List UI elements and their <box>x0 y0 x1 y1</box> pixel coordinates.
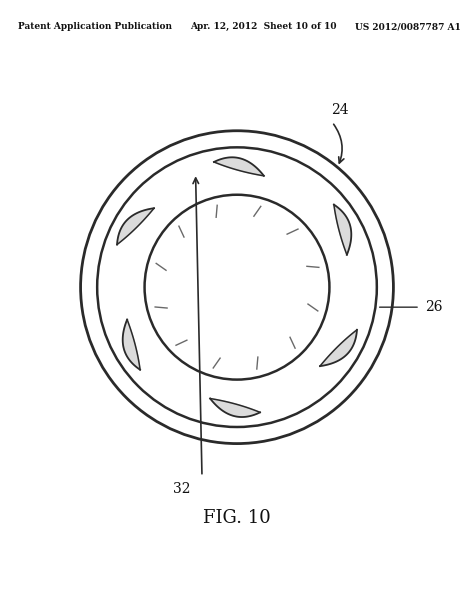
Polygon shape <box>214 157 264 176</box>
Text: US 2012/0087787 A1: US 2012/0087787 A1 <box>355 22 461 31</box>
Text: FIG. 10: FIG. 10 <box>203 508 271 527</box>
Text: 26: 26 <box>425 300 443 314</box>
Text: 24: 24 <box>331 103 349 117</box>
Polygon shape <box>320 330 357 366</box>
Polygon shape <box>210 398 260 417</box>
Text: Apr. 12, 2012  Sheet 10 of 10: Apr. 12, 2012 Sheet 10 of 10 <box>190 22 337 31</box>
Polygon shape <box>334 205 351 255</box>
Text: Patent Application Publication: Patent Application Publication <box>18 22 172 31</box>
Polygon shape <box>117 208 154 244</box>
Polygon shape <box>123 320 140 370</box>
Text: 32: 32 <box>173 481 191 496</box>
